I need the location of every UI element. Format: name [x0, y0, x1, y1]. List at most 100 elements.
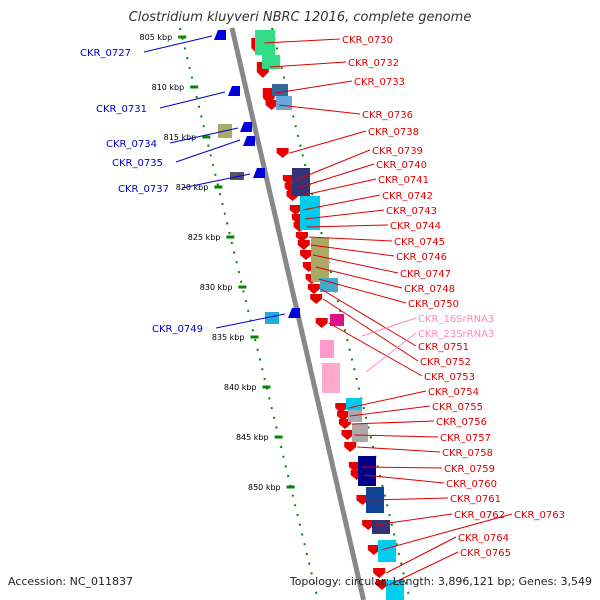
gene-block	[272, 84, 288, 96]
plus-gene-label: CKR_0750	[408, 299, 459, 310]
plus-gene-arrow	[300, 250, 313, 260]
plus-gene-label: CKR_0730	[342, 35, 393, 46]
gene-block	[276, 96, 292, 110]
minus-leader-line	[143, 35, 213, 53]
minus-gene-label: CKR_0727	[80, 48, 131, 59]
scale-tick-label: 820 kbp	[176, 183, 209, 192]
plus-gene-label: CKR_0739	[372, 146, 423, 157]
gene-block	[346, 398, 362, 410]
plus-leader-line	[289, 130, 367, 154]
plus-leader-line	[369, 497, 449, 501]
tick-guide-line	[179, 27, 319, 600]
plus-gene-arrow	[348, 462, 361, 472]
plus-gene-label: CKR_0736	[362, 110, 413, 121]
minus-gene-arrow	[228, 86, 240, 96]
plus-gene-arrow	[375, 580, 388, 590]
plus-gene-label: CKR_0746	[396, 252, 447, 263]
plus-gene-label: CKR_0761	[450, 494, 501, 505]
scale-tick-label: 805 kbp	[140, 33, 173, 42]
minus-gene-arrow	[240, 122, 252, 132]
minus-leader-line	[159, 91, 226, 109]
plus-gene-label: CKR_0758	[442, 448, 493, 459]
plus-leader-line	[385, 536, 457, 574]
plus-leader-line	[328, 322, 423, 377]
gene-block	[311, 238, 329, 282]
plus-gene-label: CKR_0759	[444, 464, 495, 475]
plus-gene-arrow	[276, 148, 289, 158]
plus-leader-line	[308, 236, 393, 242]
gene-block	[330, 314, 344, 326]
plus-gene-arrow	[341, 430, 354, 440]
plus-leader-line	[264, 38, 341, 44]
rrna-gene-label: CKR_16SrRNA3	[418, 314, 494, 325]
gene-block	[358, 456, 376, 486]
plus-leader-line	[302, 194, 381, 211]
minus-gene-arrow	[214, 30, 226, 40]
plus-gene-arrow	[307, 284, 320, 294]
plus-gene-label: CKR_0760	[446, 479, 497, 490]
plus-leader-line	[297, 163, 375, 189]
plus-gene-arrow	[337, 411, 350, 421]
plus-gene-label: CKR_0738	[368, 127, 419, 138]
plus-gene-label: CKR_0743	[386, 206, 437, 217]
minus-gene-label: CKR_0749	[152, 324, 203, 335]
plus-gene-arrow	[344, 442, 357, 452]
plus-leader-line	[380, 513, 513, 551]
plus-leader-line	[318, 278, 407, 304]
plus-gene-arrow	[310, 294, 323, 304]
gene-block	[352, 424, 368, 442]
plus-gene-label: CKR_0756	[436, 417, 487, 428]
plus-gene-arrow	[315, 318, 328, 328]
plus-gene-arrow	[289, 205, 302, 215]
gene-block	[386, 580, 404, 600]
plus-leader-line	[388, 551, 459, 586]
gene-block	[378, 540, 396, 562]
accession-text: Accession: NC_011837	[8, 575, 134, 588]
plus-leader-line	[322, 298, 419, 362]
gene-block	[320, 278, 338, 292]
gene-block	[300, 196, 320, 230]
scale-tick-label: 840 kbp	[224, 383, 257, 392]
scale-tick-label: 850 kbp	[248, 483, 281, 492]
plus-gene-label: CKR_0764	[458, 533, 509, 544]
minus-gene-label: CKR_0731	[96, 104, 147, 115]
plus-leader-line	[320, 288, 417, 347]
plus-gene-label: CKR_0733	[354, 77, 405, 88]
plus-leader-line	[269, 61, 347, 68]
scale-tick-label: 815 kbp	[164, 133, 197, 142]
plus-leader-line	[363, 474, 445, 484]
gene-block	[372, 520, 390, 534]
plus-gene-arrow	[297, 240, 310, 250]
topology-text: Topology: circular; Length: 3,896,121 bp…	[289, 575, 592, 588]
minus-gene-label: CKR_0737	[118, 184, 169, 195]
plus-gene-label: CKR_0762	[454, 510, 505, 521]
plus-leader-line	[357, 446, 441, 453]
minus-leader-line	[169, 127, 239, 144]
gene-block	[262, 55, 280, 69]
plus-gene-label: CKR_0765	[460, 548, 511, 559]
rrna-leader-line	[361, 317, 417, 337]
plus-gene-label: CKR_0755	[432, 402, 483, 413]
plus-guide-line	[271, 27, 411, 600]
plus-leader-line	[304, 209, 385, 220]
gene-block	[322, 363, 340, 393]
plus-gene-arrow	[367, 545, 380, 555]
plus-leader-line	[306, 224, 389, 228]
scale-tick-label: 825 kbp	[188, 233, 221, 242]
gene-block	[265, 312, 279, 324]
plus-gene-label: CKR_0754	[428, 387, 479, 398]
scale-tick-label: 845 kbp	[236, 433, 269, 442]
plus-leader-line	[315, 266, 403, 289]
plus-gene-label: CKR_0751	[418, 342, 469, 353]
plus-gene-arrow	[295, 232, 308, 242]
plus-leader-line	[295, 149, 371, 181]
plus-gene-label: CKR_0741	[378, 175, 429, 186]
scale-tick-label: 835 kbp	[212, 333, 245, 342]
plus-gene-arrow	[335, 403, 348, 413]
plus-gene-arrow	[362, 520, 375, 530]
plus-leader-line	[375, 513, 453, 526]
plus-gene-label: CKR_0757	[440, 433, 491, 444]
plus-gene-label: CKR_0752	[420, 357, 471, 368]
plus-gene-label: CKR_0753	[424, 372, 475, 383]
